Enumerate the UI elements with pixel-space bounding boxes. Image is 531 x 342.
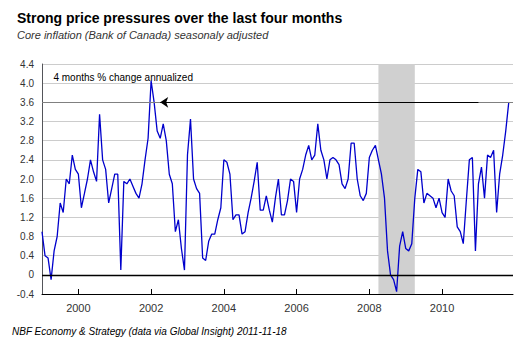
svg-text:NBF Economy & Strategy (data v: NBF Economy & Strategy (data via Global … (12, 326, 287, 337)
svg-text:2004: 2004 (212, 302, 236, 314)
svg-text:2002: 2002 (139, 302, 163, 314)
svg-text:2008: 2008 (357, 302, 381, 314)
svg-text:2010: 2010 (430, 302, 454, 314)
svg-text:2.4: 2.4 (20, 154, 34, 165)
svg-text:1.2: 1.2 (20, 212, 34, 223)
svg-text:Strong price pressures over th: Strong price pressures over the last fou… (17, 10, 342, 26)
svg-text:2006: 2006 (284, 302, 308, 314)
svg-text:4 months % change annualized: 4 months % change annualized (53, 72, 193, 83)
svg-text:2.8: 2.8 (20, 135, 34, 146)
svg-text:2.0: 2.0 (20, 174, 34, 185)
svg-text:0: 0 (28, 269, 34, 280)
svg-text:Core inflation (Bank of Canada: Core inflation (Bank of Canada) seasonal… (17, 29, 269, 41)
svg-text:0.8: 0.8 (20, 231, 34, 242)
svg-text:-0.4: -0.4 (17, 289, 35, 300)
svg-text:2000: 2000 (66, 302, 90, 314)
svg-text:3.6: 3.6 (20, 97, 34, 108)
svg-text:4.4: 4.4 (20, 59, 34, 70)
svg-text:1.6: 1.6 (20, 193, 34, 204)
svg-text:0.4: 0.4 (20, 250, 34, 261)
svg-text:3.2: 3.2 (20, 116, 34, 127)
svg-text:4.0: 4.0 (20, 78, 34, 89)
